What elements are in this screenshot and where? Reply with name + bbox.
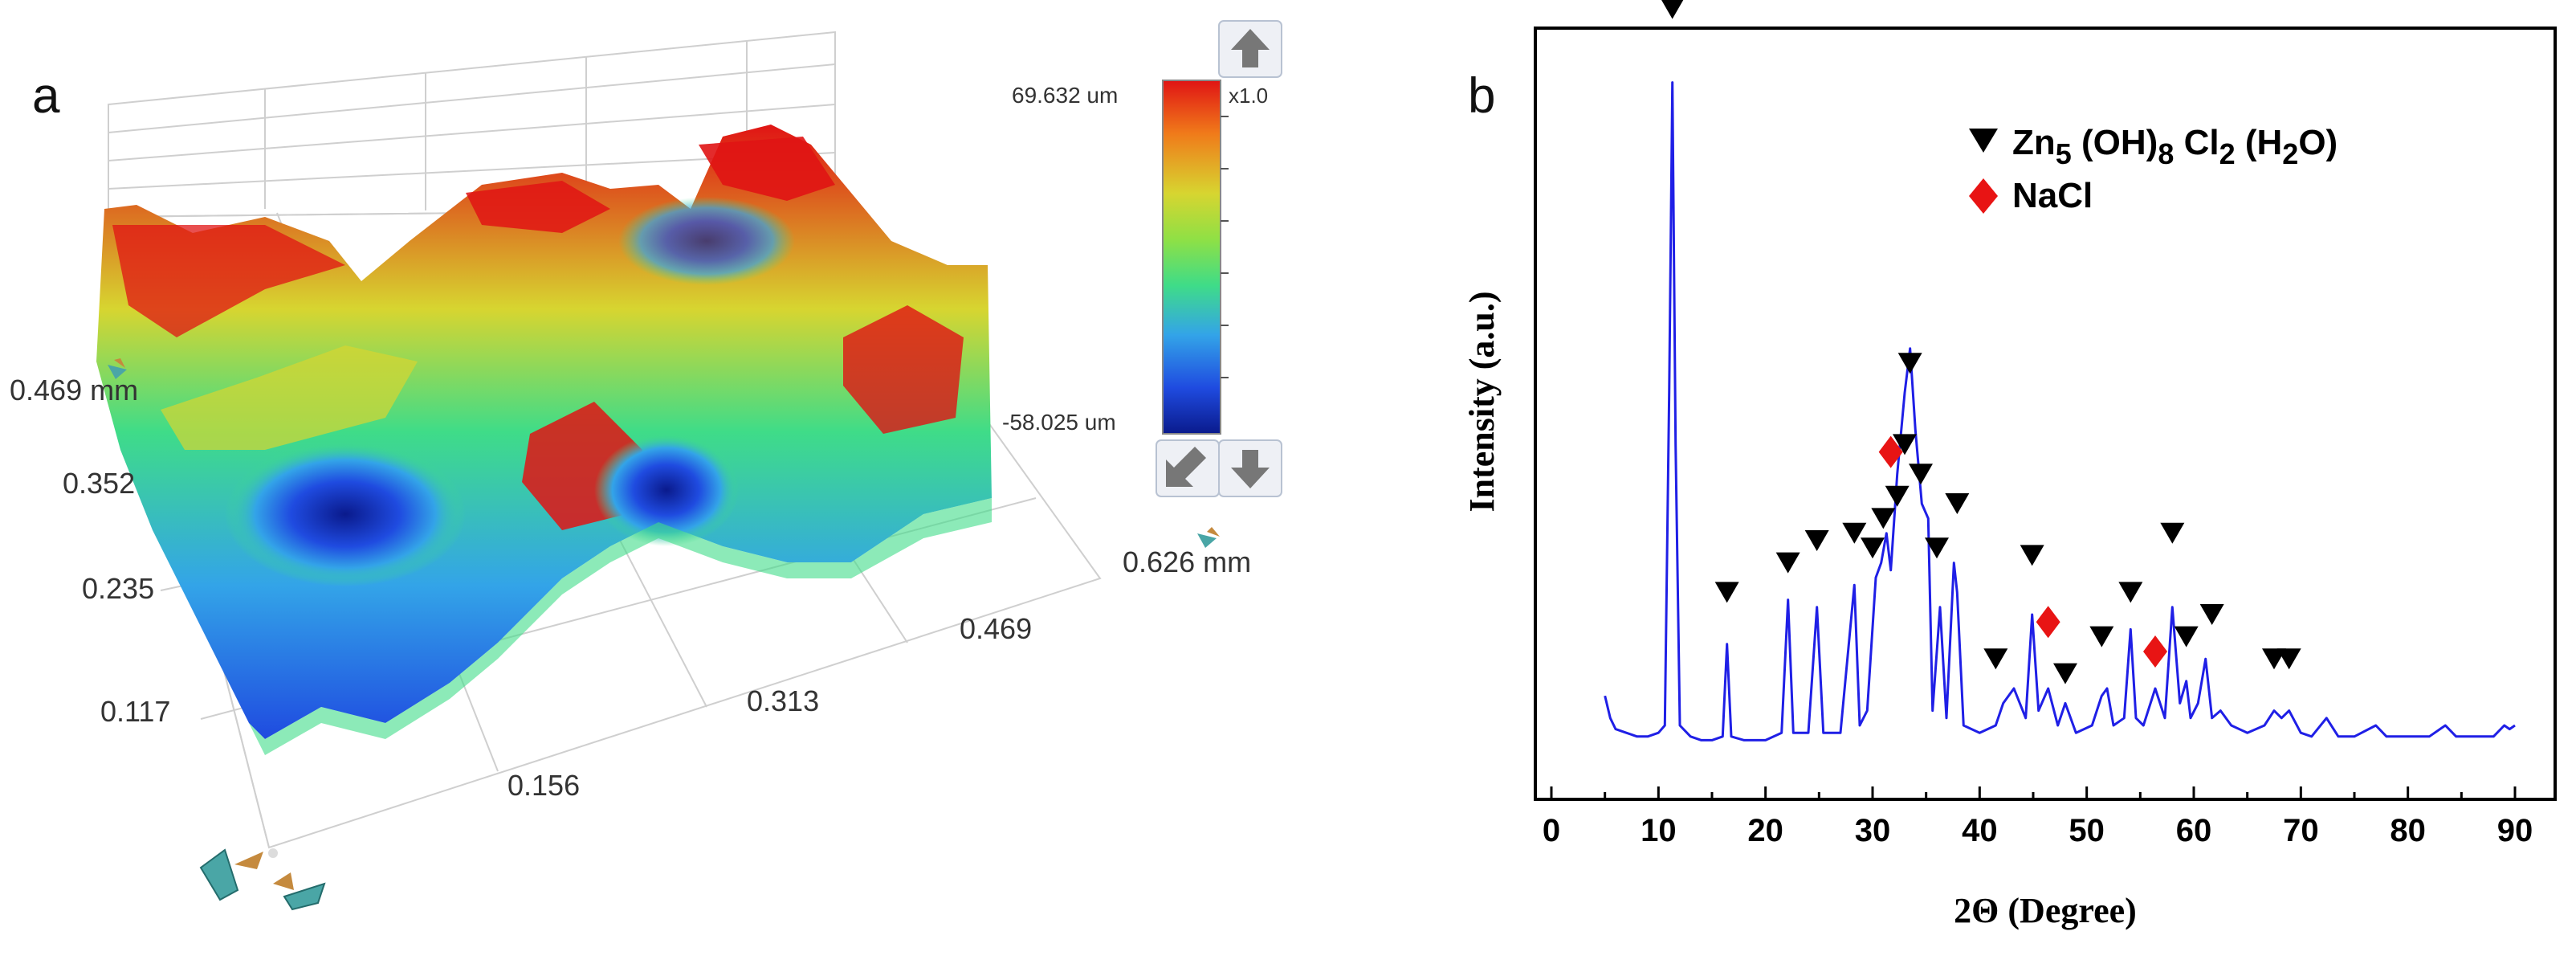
x-tick-label: 10 xyxy=(1641,813,1676,848)
x-ticks xyxy=(1550,786,2517,799)
colorbar-reset-button[interactable] xyxy=(1156,439,1220,497)
zn-phase-marker xyxy=(2276,648,2301,670)
zn-phase-marker xyxy=(1893,434,1917,455)
zn-phase-marker xyxy=(1885,485,1910,507)
legend: Zn5 (OH)8 Cl2 (H2O) NaCl xyxy=(1969,123,2338,215)
zn-phase-marker xyxy=(2199,604,2224,625)
x-tick-labels: 0 10 20 30 40 50 60 70 80 90 xyxy=(1543,813,2533,848)
panel-a-label: a xyxy=(32,68,60,124)
zn-phase-marker xyxy=(1661,0,1684,19)
plot-frame xyxy=(1534,27,2557,801)
axis-rotate-handle-y[interactable] xyxy=(108,358,127,379)
zn-phase-marker xyxy=(1842,522,1867,544)
y-axis: 0.469 mm 0.352 0.235 0.117 xyxy=(10,374,170,728)
surface-body xyxy=(96,125,992,755)
y-axis-end-label: 0.469 mm xyxy=(10,374,138,406)
legend-item-zn: Zn5 (OH)8 Cl2 (H2O) xyxy=(1969,123,2338,170)
nacl-phase-marker xyxy=(1878,435,1903,468)
colorbar-scale-down-button[interactable] xyxy=(1218,439,1282,497)
diamond-marker-icon xyxy=(1969,178,1998,214)
zn-phase-markers xyxy=(1661,0,2301,684)
x-tick-label: 60 xyxy=(2176,813,2212,848)
x-tick-label: 30 xyxy=(1855,813,1891,848)
surface-plot-svg: a 0.469 mm 0.352 0.235 0.117 0.626 mm xyxy=(10,20,1282,911)
x-tick-label: 40 xyxy=(1962,813,1998,848)
nacl-phase-marker xyxy=(2143,635,2167,668)
zn-phase-marker xyxy=(1897,353,1922,374)
x-axis-title: 2Θ (Degree) xyxy=(1954,891,2137,930)
zn-phase-marker xyxy=(1945,493,1970,514)
xrd-series-line xyxy=(1604,81,2516,741)
x-axis: 0.626 mm 0.469 0.313 0.156 xyxy=(507,545,1251,802)
nacl-phase-markers xyxy=(1878,435,2167,668)
xrd-chart-svg: b 0 10 20 30 40 50 60 70 80 90 2Θ (Degree) Intens… xyxy=(1462,0,2557,930)
zn-phase-marker xyxy=(1804,530,1829,551)
x-tick: 0.313 xyxy=(747,684,819,717)
x-tick: 0.156 xyxy=(507,769,580,802)
x-tick: 0.469 xyxy=(960,612,1032,645)
zn-phase-marker xyxy=(2160,522,2185,544)
colorbar-scale-label: x1.0 xyxy=(1229,84,1268,108)
x-tick-label: 70 xyxy=(2283,813,2319,848)
x-tick-label: 0 xyxy=(1543,813,1560,848)
zn-phase-marker xyxy=(2053,663,2077,684)
arrow-up-icon xyxy=(1231,29,1270,67)
zn-phase-marker xyxy=(1775,552,1800,574)
legend-label-nacl: NaCl xyxy=(2012,176,2093,215)
zn-phase-marker xyxy=(1714,582,1739,603)
zn-phase-marker xyxy=(1871,508,1896,529)
colorbar: 69.632 um -58.025 um x1.0 xyxy=(1002,80,1268,435)
x-tick-label: 80 xyxy=(2390,813,2426,848)
x-tick-label: 20 xyxy=(1747,813,1783,848)
zn-phase-marker xyxy=(1925,537,1949,559)
panel-b-xrd-chart: b 0 10 20 30 40 50 60 70 80 90 2Θ (Degree) Intens… xyxy=(1413,0,2576,956)
legend-label-zn: Zn5 (OH)8 Cl2 (H2O) xyxy=(2012,123,2338,170)
zn-phase-marker xyxy=(1861,537,1885,559)
nacl-phase-marker xyxy=(2036,606,2060,639)
arrow-diagonal-icon xyxy=(1166,447,1206,487)
panel-b-label: b xyxy=(1468,68,1495,124)
zn-phase-marker xyxy=(1909,464,1933,485)
zn-phase-marker xyxy=(2020,545,2044,566)
axis-rotate-handle-origin[interactable] xyxy=(199,848,326,911)
y-axis-title: Intensity (a.u.) xyxy=(1462,291,1502,512)
x-tick-label: 50 xyxy=(2069,813,2105,848)
y-tick: 0.235 xyxy=(82,572,154,605)
triangle-down-marker-icon xyxy=(1969,129,1998,153)
arrow-down-icon xyxy=(1231,450,1270,488)
zn-phase-marker xyxy=(2118,582,2143,603)
panel-a-surface-plot: a 0.469 mm 0.352 0.235 0.117 0.626 mm xyxy=(10,20,1282,911)
axis-rotate-handle-x[interactable] xyxy=(1197,527,1220,548)
colorbar-gradient xyxy=(1162,80,1221,435)
zn-phase-marker xyxy=(1983,648,2008,670)
x-axis-end-label: 0.626 mm xyxy=(1123,545,1251,578)
y-tick: 0.117 xyxy=(100,695,170,728)
colorbar-max-label: 69.632 um xyxy=(1012,83,1118,108)
x-tick-label: 90 xyxy=(2497,813,2533,848)
colorbar-min-label: -58.025 um xyxy=(1002,410,1116,435)
legend-item-nacl: NaCl xyxy=(1969,176,2093,215)
zn-phase-marker xyxy=(2174,626,2199,647)
y-tick: 0.352 xyxy=(63,467,135,500)
zn-phase-marker xyxy=(2089,626,2114,647)
colorbar-scale-up-button[interactable] xyxy=(1218,20,1282,78)
